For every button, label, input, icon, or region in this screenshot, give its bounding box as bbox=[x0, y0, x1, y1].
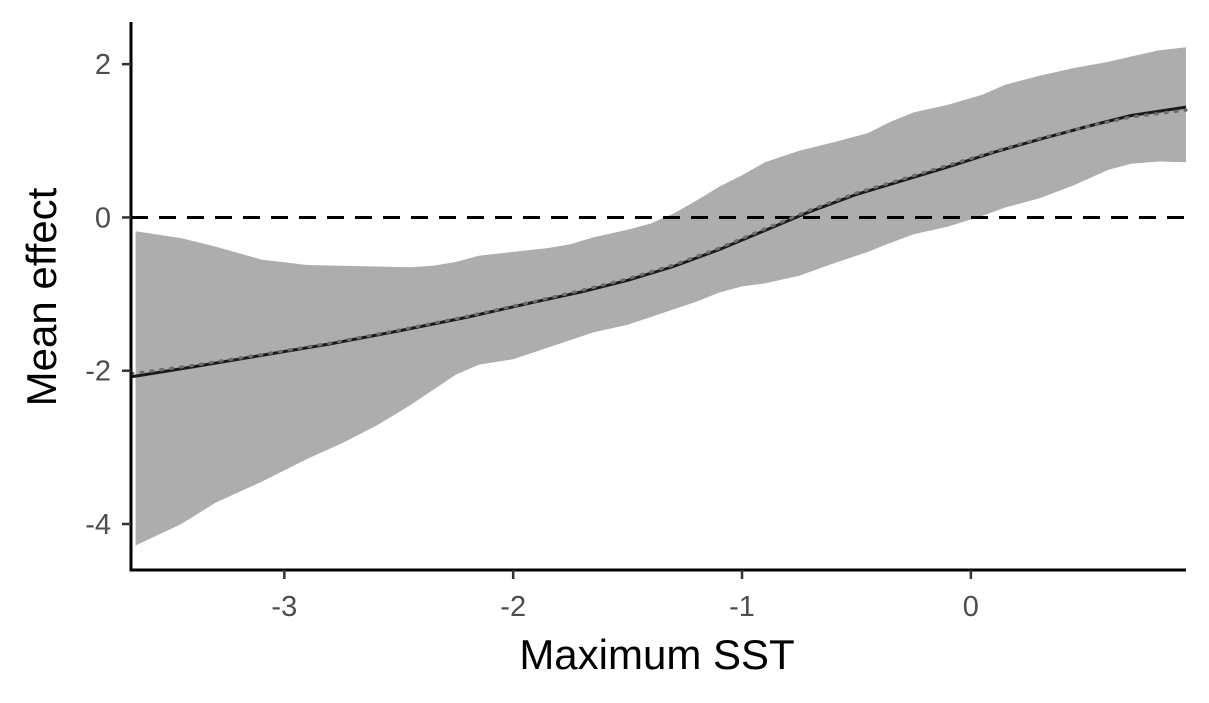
y-tick-label: 0 bbox=[95, 202, 111, 234]
line-layer bbox=[129, 105, 1188, 379]
confidence-band bbox=[135, 47, 1187, 546]
y-axis-title: Mean effect bbox=[18, 187, 65, 406]
y-tick-label: -4 bbox=[85, 509, 111, 541]
x-tick-label: 0 bbox=[963, 591, 979, 623]
x-tick-label: -3 bbox=[271, 591, 297, 623]
y-tick-label: -2 bbox=[85, 356, 111, 388]
band-layer bbox=[135, 47, 1187, 546]
x-tick-label: -2 bbox=[500, 591, 526, 623]
y-ticks: -4 -2 0 2 bbox=[85, 49, 131, 541]
x-axis-title: Maximum SST bbox=[519, 631, 794, 678]
axes bbox=[129, 22, 1186, 572]
y-tick-label: 2 bbox=[95, 49, 111, 81]
x-ticks: -3 -2 -1 0 bbox=[271, 570, 979, 623]
x-tick-label: -1 bbox=[729, 591, 755, 623]
dotted-fit-line bbox=[129, 108, 1188, 376]
